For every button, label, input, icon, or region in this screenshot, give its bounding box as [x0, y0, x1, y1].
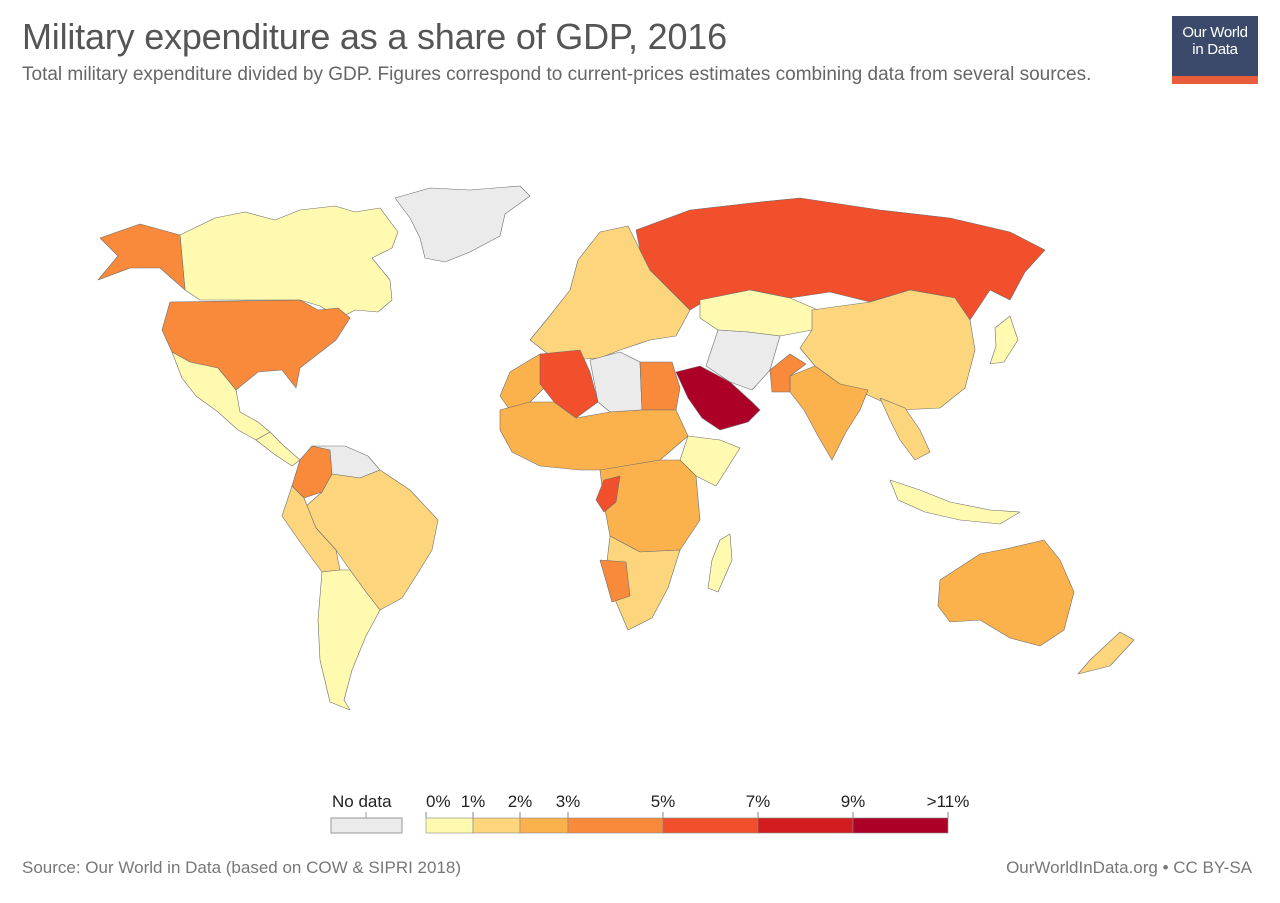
country-australia[interactable]: [937, 539, 1075, 647]
country-egypt[interactable]: [639, 361, 681, 411]
legend: No data 0% 1% 2% 3% 5% 7% 9% >11%: [330, 792, 970, 834]
logo-line-1: Our World: [1182, 24, 1248, 41]
legend-bin-swatch[interactable]: [519, 817, 569, 834]
legend-tick-label: 7%: [746, 792, 771, 811]
country-argentina[interactable]: [317, 569, 381, 711]
country-india[interactable]: [789, 365, 869, 461]
country-central-africa[interactable]: [599, 459, 701, 553]
country-algeria[interactable]: [539, 349, 599, 419]
legend-bin-swatch[interactable]: [425, 817, 474, 834]
license-credit[interactable]: OurWorldInData.org • CC BY-SA: [1006, 858, 1252, 877]
legend-no-data-swatch[interactable]: [330, 817, 403, 834]
country-new-zealand[interactable]: [1077, 631, 1135, 675]
country-saudi-arabia[interactable]: [675, 365, 761, 431]
country-congo[interactable]: [595, 475, 621, 513]
legend-no-data-label: No data: [332, 792, 392, 811]
legend-tick-label: 5%: [651, 792, 676, 811]
legend-bin-swatch[interactable]: [472, 817, 521, 834]
country-japan[interactable]: [989, 315, 1019, 365]
logo-line-2: in Data: [1192, 41, 1238, 58]
legend-bin-swatch[interactable]: [757, 817, 854, 834]
logo-accent-bar: [1172, 76, 1258, 84]
legend-tick-label: 0%: [426, 792, 451, 811]
country-kazakhstan[interactable]: [699, 289, 819, 337]
country-central-america[interactable]: [255, 431, 301, 467]
country-namibia[interactable]: [599, 559, 631, 603]
country-china[interactable]: [799, 289, 976, 411]
country-libya[interactable]: [589, 351, 643, 413]
legend-bin-swatch[interactable]: [662, 817, 759, 834]
source-note[interactable]: Source: Our World in Data (based on COW …: [22, 858, 462, 877]
chart-title: Military expenditure as a share of GDP, …: [22, 16, 727, 57]
country-indonesia[interactable]: [889, 479, 1021, 525]
legend-bin-swatch[interactable]: [852, 817, 949, 834]
country-russia[interactable]: [635, 197, 1046, 321]
country-iran-region[interactable]: [705, 329, 781, 391]
legend-tick-label: 9%: [841, 792, 866, 811]
legend-tick-label: 3%: [556, 792, 581, 811]
legend-tick-label: >11%: [927, 792, 970, 811]
owid-logo[interactable]: Our World in Data: [1172, 16, 1258, 84]
world-map: [97, 185, 1135, 711]
country-southeast-asia[interactable]: [879, 397, 931, 461]
legend-tick-label: 1%: [461, 792, 486, 811]
country-pakistan[interactable]: [769, 353, 807, 393]
country-madagascar[interactable]: [707, 533, 733, 593]
chart-subtitle: Total military expenditure divided by GD…: [22, 64, 1092, 85]
legend-tick-label: 2%: [508, 792, 533, 811]
country-greenland[interactable]: [394, 185, 531, 263]
legend-bin-swatch[interactable]: [567, 817, 664, 834]
country-alaska[interactable]: [97, 223, 186, 291]
